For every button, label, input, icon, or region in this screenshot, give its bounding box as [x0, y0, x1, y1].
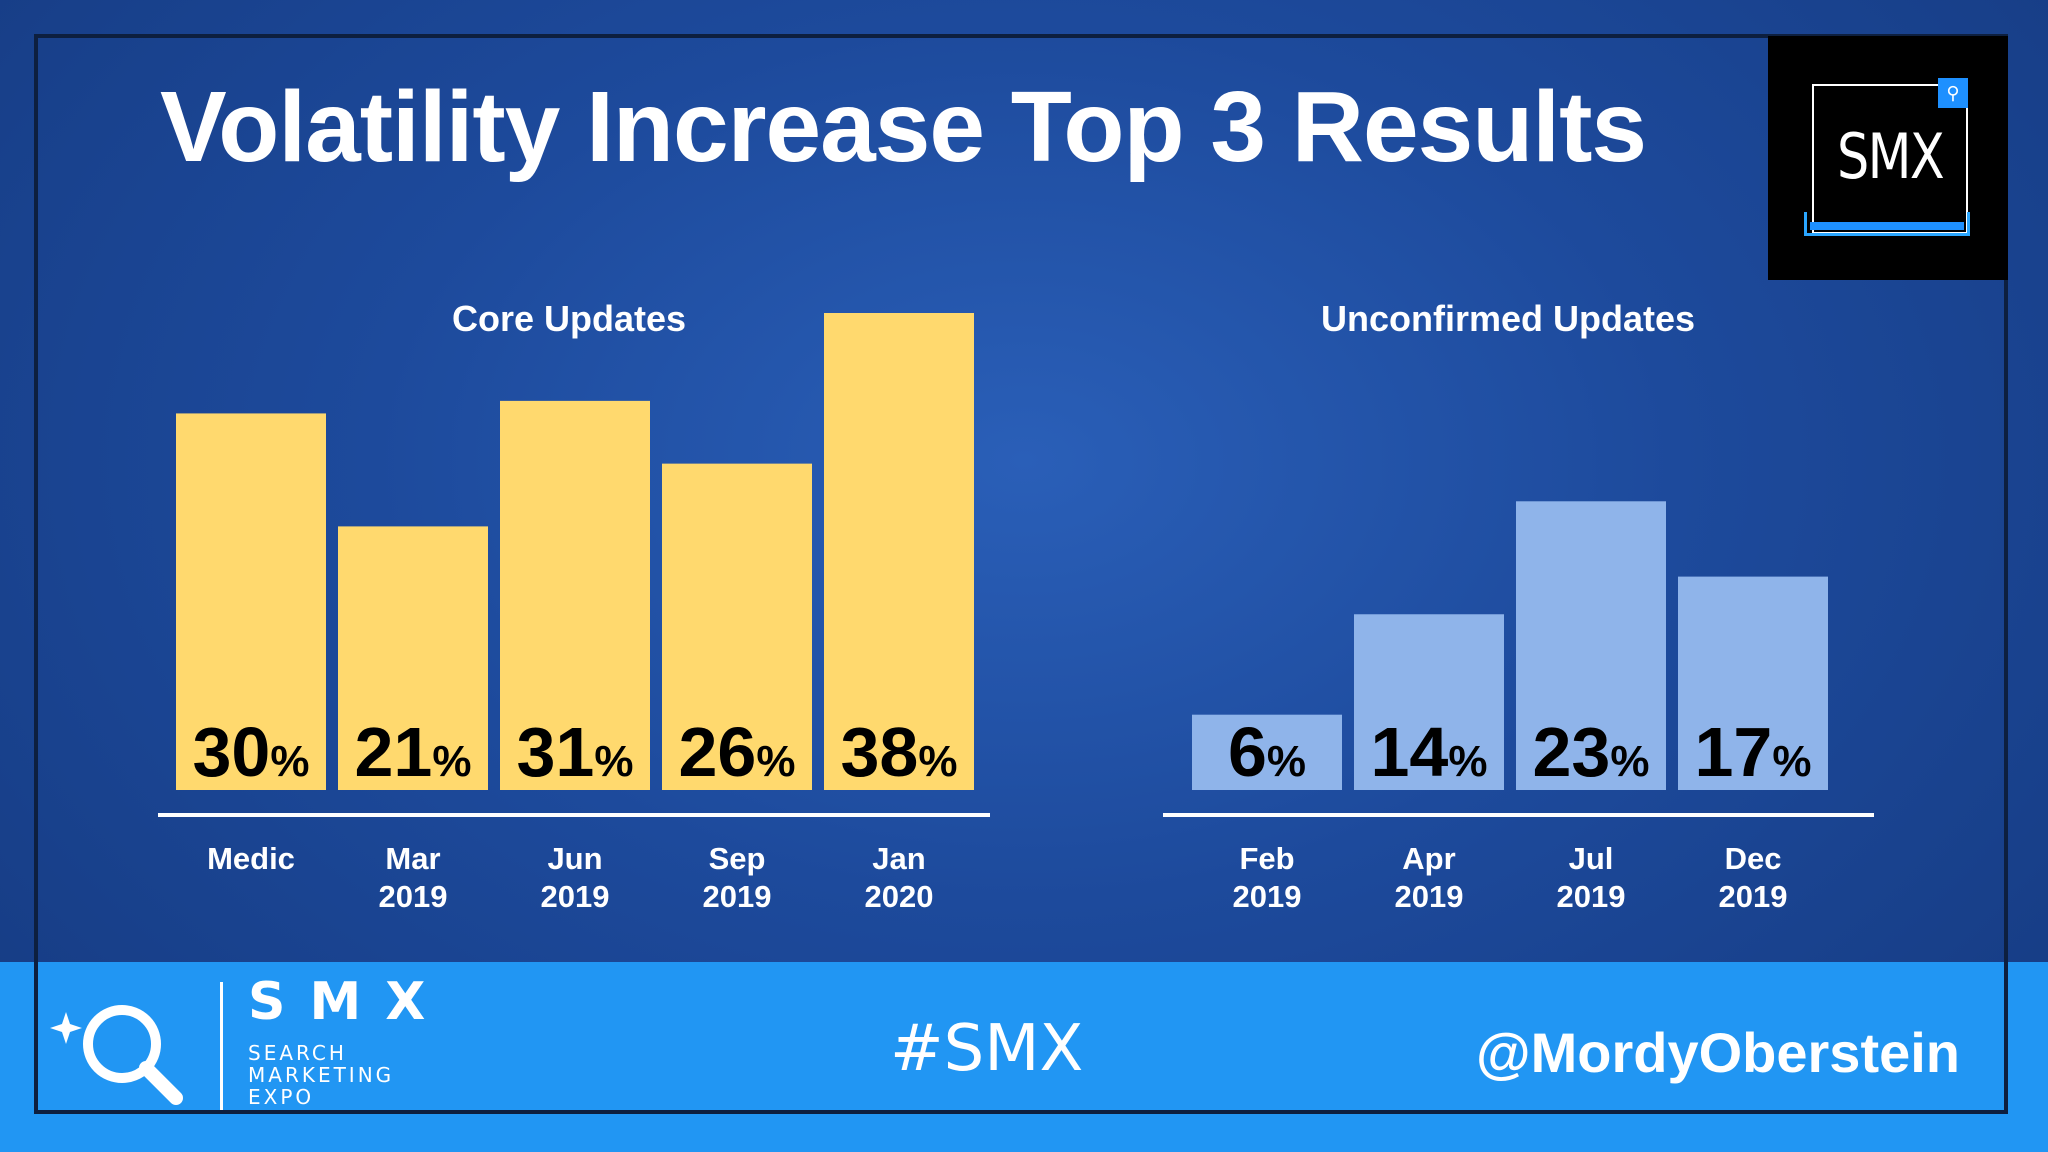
slide-title: Volatility Increase Top 3 Results [160, 71, 1647, 183]
bar [338, 526, 488, 790]
bar-value-label: 6% [1228, 713, 1306, 791]
bar-value-label: 31% [517, 713, 634, 791]
bar [1192, 714, 1342, 790]
category-tick-label: Jan [872, 841, 925, 876]
bar-value-label: 26% [679, 713, 796, 791]
category-tick-label: 2019 [379, 879, 448, 914]
category-tick-label: Sep [709, 841, 766, 876]
bar [1354, 614, 1504, 790]
bar-value-label: 23% [1533, 713, 1650, 791]
category-tick-label: Jul [1569, 841, 1614, 876]
footer-handle: @MordyOberstein [1475, 1021, 1960, 1084]
footer-bar: SMX SEARCH MARKETING EXPO #SMX @MordyObe… [0, 962, 2048, 1152]
footer-separator [220, 982, 223, 1110]
magnifier-icon: ⚲ [1938, 78, 1968, 108]
logo-underline [1804, 212, 1970, 236]
category-tick-label: 2019 [703, 879, 772, 914]
footer-frame [34, 962, 2008, 1114]
bar [176, 413, 326, 790]
category-tick-label: 2019 [1719, 879, 1788, 914]
category-tick-label: 2019 [1557, 879, 1626, 914]
bar-value-label: 17% [1695, 713, 1812, 791]
footer-subtitle-line: SEARCH [248, 1041, 347, 1065]
footer-subtitle: SEARCH MARKETING EXPO [248, 1042, 448, 1108]
bar [1516, 501, 1666, 790]
bar-value-label: 21% [355, 713, 472, 791]
category-tick-label: Medic [207, 841, 295, 876]
logo-text: SMX [1836, 120, 1945, 193]
category-tick-label: 2019 [1395, 879, 1464, 914]
smx-logo: ⚲ SMX [1768, 36, 2008, 280]
category-tick-label: Jun [547, 841, 602, 876]
category-tick-label: 2020 [865, 879, 934, 914]
category-tick-label: Apr [1402, 841, 1455, 876]
bar [662, 463, 812, 790]
category-tick-label: 2019 [541, 879, 610, 914]
chart-title-unconfirmed: Unconfirmed Updates [1320, 298, 1696, 339]
bar-value-label: 38% [841, 713, 958, 791]
footer-subtitle-line: MARKETING [248, 1063, 395, 1087]
bar-value-label: 14% [1371, 713, 1488, 791]
bar [500, 400, 650, 790]
category-tick-label: 2019 [1233, 879, 1302, 914]
bar [1678, 576, 1828, 790]
bar-value-label: 30% [193, 713, 310, 791]
bar [824, 313, 974, 790]
bar-charts: 30%Medic21%Mar201931%Jun201926%Sep201938… [176, 313, 1828, 914]
footer-brand: SMX [248, 972, 450, 1032]
magnifier-sparkle-icon [50, 1005, 183, 1105]
chart-title-core: Core Updates [451, 298, 687, 339]
footer-subtitle-line: EXPO [248, 1085, 315, 1109]
category-tick-label: Dec [1725, 841, 1782, 876]
category-tick-label: Feb [1239, 841, 1294, 876]
footer-hashtag: #SMX [890, 1012, 1084, 1086]
category-tick-label: Mar [385, 841, 440, 876]
